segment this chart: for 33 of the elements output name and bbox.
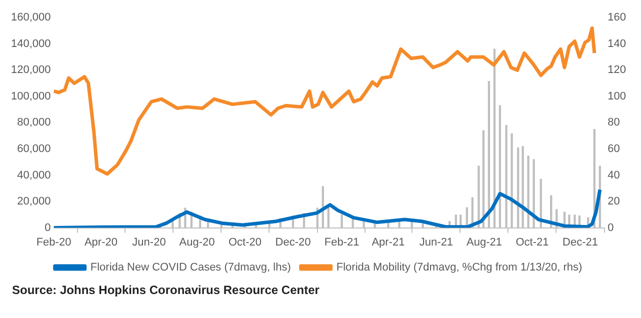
y-tick-label: 100,000 — [10, 90, 51, 102]
x-tick-label: Apr-20 — [84, 236, 118, 248]
y2-tick-label: 80 — [608, 116, 620, 129]
y2-tick-label: 160 — [608, 12, 626, 24]
y2-tick-label: 40 — [608, 169, 620, 182]
y2-tick-label: 100 — [608, 90, 626, 102]
x-tick-label: Oct-20 — [228, 236, 262, 248]
legend-label: Florida New COVID Cases (7dmavg, lhs) — [90, 262, 291, 274]
y-tick-label: 60,000 — [17, 143, 51, 156]
y-tick-label: 160,000 — [10, 12, 51, 24]
y-tick-label: 140,000 — [10, 38, 51, 50]
x-tick-label: Aug-20 — [179, 236, 215, 248]
y2-tick-label: 60 — [608, 143, 620, 156]
y2-tick-label: 120 — [608, 64, 626, 76]
x-tick-label: Feb-20 — [36, 236, 72, 248]
x-tick-label: Apr-21 — [372, 236, 405, 248]
source-note: Source: Johns Hopkins Coronavirus Resource Center — [12, 283, 320, 297]
y-tick-label: 80,000 — [17, 116, 51, 129]
y-tick-label: 120,000 — [10, 64, 51, 76]
y-tick-label: 20,000 — [17, 196, 51, 208]
x-tick-label: Oct-21 — [516, 236, 549, 248]
y2-tick-label: 20 — [608, 196, 620, 208]
y2-tick-label: 140 — [608, 38, 626, 50]
x-tick-label: Feb-21 — [324, 236, 360, 248]
y2-tick-label: 0 — [608, 222, 614, 234]
x-tick-label: Jun-21 — [419, 236, 454, 248]
x-tick-label: Jun-20 — [132, 236, 166, 248]
x-tick-label: Dec-20 — [275, 236, 311, 248]
x-tick-label: Aug-21 — [466, 236, 502, 248]
legend-label: Florida Mobility (7dmavg, %Chg from 1/13/20, rhs) — [336, 262, 582, 274]
y-tick-label: 0 — [44, 222, 51, 234]
y-tick-label: 40,000 — [17, 169, 51, 182]
x-tick-label: Dec-21 — [562, 236, 598, 248]
